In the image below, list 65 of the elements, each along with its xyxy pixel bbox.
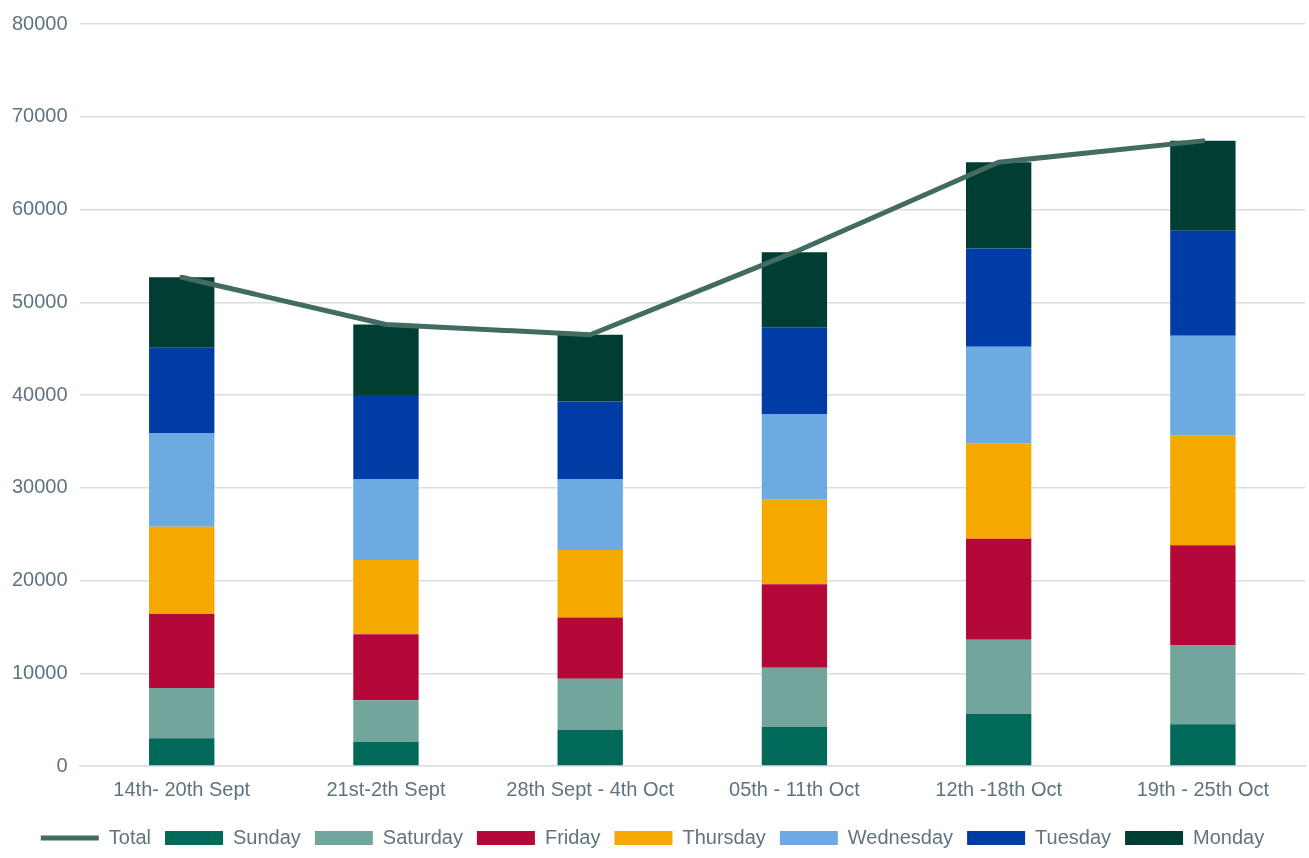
x-tick-label: 12th -18th Oct	[935, 777, 1063, 800]
legend-label: Wednesday	[847, 825, 954, 848]
y-tick-label: 70000	[11, 104, 68, 127]
bar	[149, 526, 215, 614]
bar	[761, 327, 828, 415]
bar	[1170, 335, 1236, 436]
legend-label: Monday	[1193, 825, 1265, 848]
bar	[149, 688, 215, 739]
legend-label: Friday	[544, 825, 601, 848]
bar	[965, 538, 1032, 640]
legend-label: Saturday	[382, 825, 463, 848]
legend-label: Tuesday	[1035, 825, 1112, 848]
legend-label: Total	[108, 825, 152, 848]
bar	[1170, 140, 1236, 231]
y-tick-label: 40000	[11, 382, 68, 405]
bar	[1170, 435, 1236, 546]
bar	[761, 584, 828, 668]
x-tick-label: 21st-2th Sept	[326, 777, 446, 800]
bar	[149, 613, 215, 689]
x-tick-label: 28th Sept - 4th Oct	[506, 777, 675, 800]
bar	[761, 499, 828, 585]
bar	[353, 395, 419, 480]
bar	[353, 634, 419, 701]
bar	[557, 617, 623, 679]
bar	[1170, 545, 1236, 646]
x-tick-label: 05th - 11th Oct	[729, 777, 861, 800]
bar	[1170, 724, 1236, 766]
bar	[965, 346, 1032, 444]
bar	[965, 639, 1032, 715]
bar	[557, 678, 623, 730]
bar	[965, 714, 1032, 766]
bar	[557, 479, 623, 550]
bar	[965, 248, 1032, 347]
bar	[557, 401, 623, 480]
bar	[557, 334, 623, 402]
legend-label: Sunday	[233, 825, 301, 848]
bar	[353, 479, 419, 561]
legend-label: Thursday	[682, 825, 766, 848]
bar	[149, 738, 215, 766]
bar	[149, 433, 215, 527]
y-tick-label: 0	[56, 753, 68, 776]
y-tick-label: 10000	[11, 660, 68, 683]
bar	[761, 727, 828, 766]
bar	[965, 162, 1032, 249]
bar	[149, 277, 215, 348]
bar	[761, 667, 828, 728]
y-tick-label: 80000	[11, 11, 68, 34]
bar	[353, 741, 419, 766]
y-tick-label: 20000	[11, 568, 68, 591]
bar	[1170, 230, 1236, 336]
bar	[761, 414, 828, 500]
bar	[557, 549, 623, 618]
y-tick-label: 50000	[11, 289, 68, 312]
bar	[965, 443, 1032, 539]
bar	[353, 324, 419, 395]
x-tick-label: 19th - 25th Oct	[1136, 777, 1270, 800]
bar	[353, 700, 419, 742]
bar	[557, 729, 623, 766]
bar	[353, 560, 419, 635]
y-tick-label: 60000	[11, 197, 68, 220]
bar	[1170, 645, 1236, 725]
bar	[761, 252, 828, 328]
y-tick-label: 30000	[11, 475, 68, 498]
bar	[149, 347, 215, 434]
x-tick-label: 14th- 20th Sept	[113, 777, 251, 800]
